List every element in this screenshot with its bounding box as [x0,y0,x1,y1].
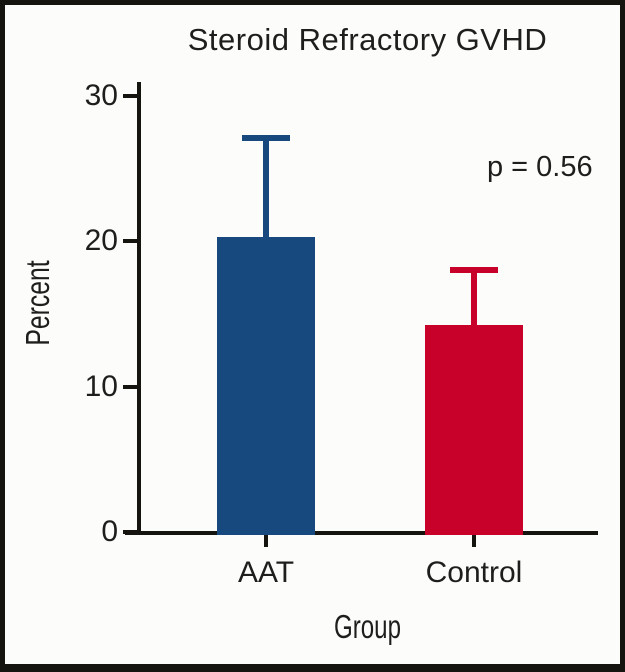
y-tick-label: 20 [84,224,118,257]
error-bar-cap [450,267,498,274]
x-tick-mark [264,535,268,547]
y-tick-mark [123,530,137,534]
y-tick-label: 30 [84,78,118,112]
error-bar-line [471,267,477,326]
bar-aat [217,236,315,535]
p-value-annotation: p = 0.56 [487,151,593,183]
y-tick-mark [123,384,137,389]
x-axis-line [125,531,598,535]
bar-chart: Steroid Refractory GVHD p = 0.56 0 10 20 30… [5,5,620,664]
error-bar-line [263,134,269,237]
x-tick-mark [472,535,476,547]
x-tick-label: AAT [237,556,295,589]
y-tick-mark [123,93,137,98]
y-axis-label: Percent [19,260,56,346]
y-tick-label: 10 [84,369,118,403]
y-tick-mark [123,239,137,243]
chart-title: Steroid Refractory GVHD [187,22,548,57]
y-tick-label: 0 [101,515,118,548]
bar-control [425,325,523,535]
y-axis-line [137,82,141,535]
x-tick-label: Control [425,556,523,589]
x-axis-label: Group [334,608,401,645]
error-bar-cap [242,134,290,141]
